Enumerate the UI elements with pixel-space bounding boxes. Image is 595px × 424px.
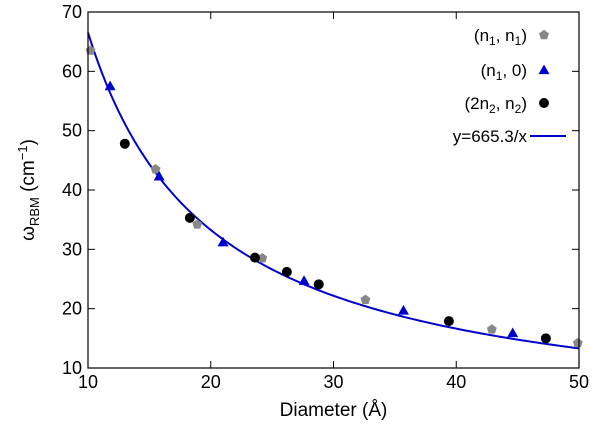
data-point-series-0 (572, 337, 583, 348)
data-point-series-0 (257, 253, 268, 263)
data-point-series-1 (153, 170, 165, 181)
y-axis-label-unit: (cm (18, 160, 39, 197)
x-tick-label: 40 (446, 372, 466, 392)
legend-label: (2n2, n2) (464, 94, 527, 116)
y-tick-label: 60 (62, 61, 82, 81)
legend-marker (539, 98, 549, 108)
fit-layer (87, 32, 580, 350)
y-axis-label-unit-close: ) (18, 139, 39, 145)
data-point-series-0 (150, 164, 161, 174)
y-tick-label: 50 (62, 121, 82, 141)
y-tick-label: 40 (62, 180, 82, 200)
legend-label: y=665.3/x (453, 127, 528, 146)
x-tick-label: 10 (78, 372, 98, 392)
x-axis-label: Diameter (Å) (280, 400, 388, 421)
data-point-series-2 (184, 212, 195, 223)
data-point-series-1 (507, 327, 519, 338)
x-tick-label: 20 (201, 372, 221, 392)
data-point-series-0 (360, 294, 371, 304)
data-point-series-0 (486, 324, 497, 334)
data-point-series-1 (104, 80, 116, 91)
data-point-series-2 (540, 333, 551, 344)
x-tick-label: 30 (323, 372, 343, 392)
y-tick-label: 70 (62, 2, 82, 22)
legend-marker (538, 64, 550, 75)
fit-curve (87, 32, 580, 350)
data-point-series-1 (217, 236, 229, 247)
data-point-series-2 (313, 279, 324, 290)
data-point-series-2 (119, 138, 130, 149)
y-tick-label: 20 (62, 299, 82, 319)
y-tick-label: 10 (62, 358, 82, 378)
legend-label: (n1, 0) (481, 61, 527, 83)
legend: (n1, n1) (n1, 0) (2n2, n2) y=665.3/x (453, 26, 566, 146)
y-tick-label: 30 (62, 239, 82, 259)
legend-label: (n1, n1) (474, 26, 527, 48)
legend-marker (539, 29, 549, 40)
y-axis-label: ωRBM (cm−1) (15, 139, 42, 241)
y-axis-label-sub: RBM (27, 197, 42, 226)
points-layer (85, 45, 583, 348)
data-point-series-2 (443, 316, 454, 327)
data-point-series-1 (397, 304, 409, 315)
y-axis-label-unit-sup: −1 (15, 145, 30, 160)
ticks-layer: 10 20 30 40 50 10 20 30 40 50 60 70 (62, 2, 589, 392)
data-point-series-0 (192, 219, 203, 229)
data-point-series-2 (249, 252, 260, 263)
data-point-series-1 (298, 275, 310, 285)
y-axis-label-main: ω (18, 226, 39, 241)
data-point-series-2 (281, 266, 292, 277)
data-point-series-0 (85, 45, 96, 55)
x-tick-label: 50 (569, 372, 589, 392)
